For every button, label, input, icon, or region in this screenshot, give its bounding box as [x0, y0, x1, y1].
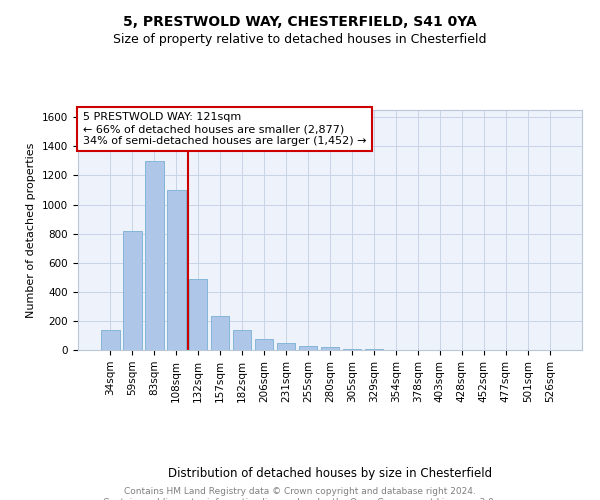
Bar — [299, 346, 317, 350]
Bar — [343, 348, 361, 350]
Bar — [145, 161, 164, 350]
Bar — [255, 339, 274, 350]
Bar — [123, 230, 142, 350]
Text: 5, PRESTWOLD WAY, CHESTERFIELD, S41 0YA: 5, PRESTWOLD WAY, CHESTERFIELD, S41 0YA — [123, 15, 477, 29]
Bar — [167, 190, 185, 350]
Bar — [365, 349, 383, 350]
Bar — [211, 316, 229, 350]
Y-axis label: Number of detached properties: Number of detached properties — [26, 142, 37, 318]
Text: 5 PRESTWOLD WAY: 121sqm
← 66% of detached houses are smaller (2,877)
34% of semi: 5 PRESTWOLD WAY: 121sqm ← 66% of detache… — [83, 112, 367, 146]
Bar — [233, 330, 251, 350]
Text: Contains HM Land Registry data © Crown copyright and database right 2024.
Contai: Contains HM Land Registry data © Crown c… — [103, 488, 497, 500]
Bar — [189, 278, 208, 350]
Text: Size of property relative to detached houses in Chesterfield: Size of property relative to detached ho… — [113, 32, 487, 46]
Bar — [277, 344, 295, 350]
Bar — [320, 347, 340, 350]
Bar — [101, 330, 119, 350]
Text: Distribution of detached houses by size in Chesterfield: Distribution of detached houses by size … — [168, 468, 492, 480]
